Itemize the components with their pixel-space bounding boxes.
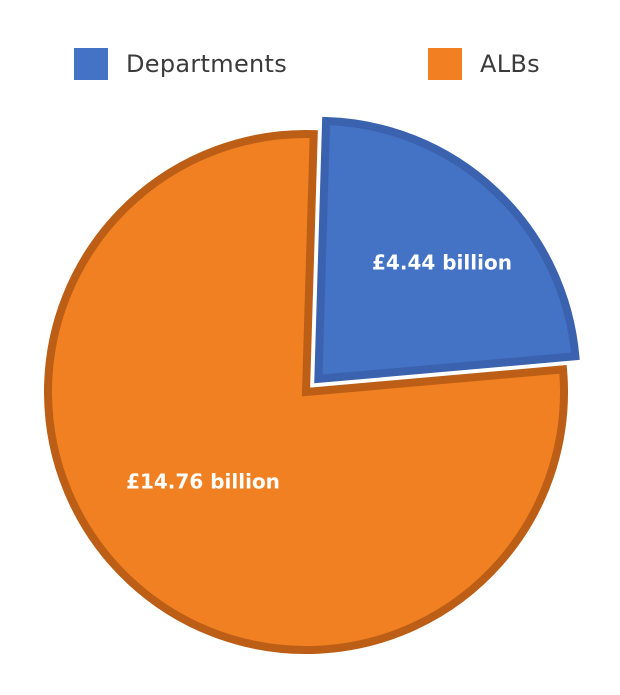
legend-item-departments: Departments [74, 48, 287, 80]
legend-label-albs: ALBs [480, 50, 540, 78]
legend-swatch-albs [428, 48, 462, 80]
pie-slice-albs [44, 130, 568, 654]
data-label-albs: £14.76 billion [126, 470, 280, 494]
legend-swatch-departments [74, 48, 108, 80]
data-label-departments: £4.44 billion [372, 251, 512, 275]
chart-legend: Departments ALBs [0, 0, 620, 110]
legend-label-departments: Departments [126, 50, 288, 78]
legend-item-albs: ALBs [428, 48, 540, 80]
pie-slice-departments [314, 116, 580, 384]
